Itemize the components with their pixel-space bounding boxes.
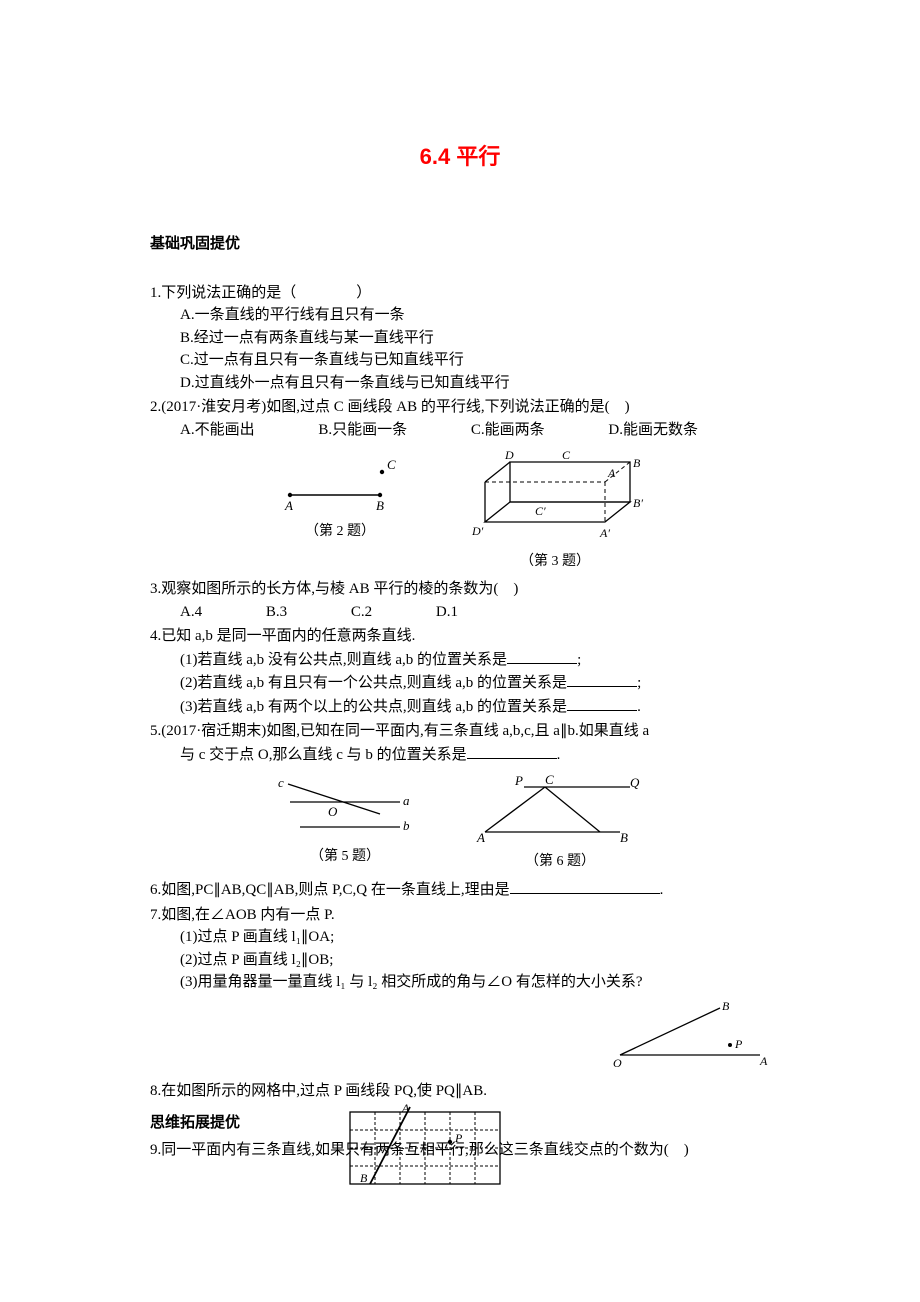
q4-blank-2 xyxy=(567,671,637,687)
q7-stem: 7.如图,在∠AOB 内有一点 P. xyxy=(150,904,770,927)
q4-part1-b: ; xyxy=(577,652,581,668)
label-P-6: P xyxy=(514,773,523,788)
question-3: 3.观察如图所示的长方体,与棱 AB 平行的棱的条数为( ) A.4 B.3 C… xyxy=(150,578,770,623)
figure-row-5-6: a b c O （第 5 题） P C Q A B （第 6 题） xyxy=(150,772,770,872)
label-C: C xyxy=(387,457,396,472)
q5-line2-a: 与 c 交于点 O,那么直线 c 与 b 的位置关系是 xyxy=(180,747,467,763)
label-O-7: O xyxy=(613,1056,622,1070)
figure-6: P C Q A B （第 6 题） xyxy=(470,772,650,872)
label-A-6: A xyxy=(476,830,485,845)
q4-blank-3 xyxy=(567,695,637,711)
label-A-7: A xyxy=(759,1054,768,1068)
question-1: 1.下列说法正确的是（ ） A.一条直线的平行线有且只有一条 B.经过一点有两条… xyxy=(150,282,770,395)
q4-part2-b: ; xyxy=(637,675,641,691)
question-4: 4.已知 a,b 是同一平面内的任意两条直线. (1)若直线 a,b 没有公共点… xyxy=(150,625,770,718)
label-B-6: B xyxy=(620,830,628,845)
figure-6-caption: （第 6 题） xyxy=(470,851,650,872)
q5-line1: 5.(2017·宿迁期末)如图,已知在同一平面内,有三条直线 a,b,c,且 a… xyxy=(150,720,770,743)
figure-3-caption: （第 3 题） xyxy=(460,551,650,572)
q1-option-b: B.经过一点有两条直线与某一直线平行 xyxy=(150,327,770,350)
figure-7: O A B P xyxy=(610,1000,770,1074)
figure-2: A B C （第 2 题） xyxy=(270,447,410,572)
figure-5: a b c O （第 5 题） xyxy=(270,772,420,872)
label-b: b xyxy=(403,818,410,833)
q7-part3: (3)用量角器量一量直线 l₁ 与 l₂ 相交所成的角与∠O 有怎样的大小关系? xyxy=(150,971,770,994)
figure-2-caption: （第 2 题） xyxy=(270,521,410,542)
q4-blank-1 xyxy=(507,648,577,664)
label-P-7: P xyxy=(734,1037,743,1051)
q1-option-a: A.一条直线的平行线有且只有一条 xyxy=(150,304,770,327)
figure-row-2-3: A B C （第 2 题） D C A B D′ C′ xyxy=(150,447,770,572)
label-A-back: A xyxy=(607,466,616,480)
figure-5-caption: （第 5 题） xyxy=(270,846,420,867)
q5-line2-b: . xyxy=(557,747,561,763)
q3-option-b: B.3 xyxy=(266,601,287,624)
q3-option-a: A.4 xyxy=(180,601,202,624)
label-B-8: B xyxy=(360,1171,368,1185)
q3-stem: 3.观察如图所示的长方体,与棱 AB 平行的棱的条数为( ) xyxy=(150,578,770,601)
q6-blank xyxy=(510,878,660,894)
label-A: A xyxy=(284,498,293,513)
label-a: a xyxy=(403,793,410,808)
question-7: 7.如图,在∠AOB 内有一点 P. (1)过点 P 画直线 l₁∥OA; (2… xyxy=(150,904,770,994)
q4-part1-a: (1)若直线 a,b 没有公共点,则直线 a,b 的位置关系是 xyxy=(180,652,507,668)
q6-b: . xyxy=(660,882,664,898)
q3-option-d: D.1 xyxy=(436,601,458,624)
q4-part2-a: (2)若直线 a,b 有且只有一个公共点,则直线 a,b 的位置关系是 xyxy=(180,675,567,691)
question-8: 8.在如图所示的网格中,过点 P 画线段 PQ,使 PQ∥AB. xyxy=(150,1080,770,1103)
section-basic-heading: 基础巩固提优 xyxy=(150,233,770,256)
q1-option-c: C.过一点有且只有一条直线与已知直线平行 xyxy=(150,349,770,372)
q7-part1: (1)过点 P 画直线 l₁∥OA; xyxy=(150,926,770,949)
q2-stem: 2.(2017·淮安月考)如图,过点 C 画线段 AB 的平行线,下列说法正确的… xyxy=(150,396,770,419)
label-Dp: D′ xyxy=(471,524,484,538)
question-5: 5.(2017·宿迁期末)如图,已知在同一平面内,有三条直线 a,b,c,且 a… xyxy=(150,720,770,766)
question-9: 9.同一平面内有三条直线,如果只有两条互相平行,那么这三条直线交点的个数为( ) xyxy=(150,1139,770,1162)
q1-option-d: D.过直线外一点有且只有一条直线与已知直线平行 xyxy=(150,372,770,395)
label-Ap: A′ xyxy=(599,526,610,540)
label-Bp: B′ xyxy=(633,496,643,510)
label-D: D xyxy=(504,448,514,462)
label-B: B xyxy=(376,498,384,513)
figure-3: D C A B D′ C′ A′ B′ （第 3 题） xyxy=(460,447,650,572)
q3-option-c: C.2 xyxy=(351,601,372,624)
label-Cp: C′ xyxy=(535,504,546,518)
q6-a: 6.如图,PC∥AB,QC∥AB,则点 P,C,Q 在一条直线上,理由是 xyxy=(150,882,510,898)
q2-options: A.不能画出 B.只能画一条 C.能画两条 D.能画无数条 xyxy=(150,419,770,442)
section-extend-heading: 思维拓展提优 xyxy=(150,1112,770,1135)
q4-part3-b: . xyxy=(637,699,641,715)
q1-stem: 1.下列说法正确的是（ ） xyxy=(150,282,770,305)
label-O-5: O xyxy=(328,804,338,819)
label-Q-6: Q xyxy=(630,775,640,790)
q4-stem: 4.已知 a,b 是同一平面内的任意两条直线. xyxy=(150,625,770,648)
q3-options: A.4 B.3 C.2 D.1 xyxy=(150,601,770,624)
label-B-7: B xyxy=(722,1000,730,1013)
label-B-top: B xyxy=(633,456,641,470)
question-6: 6.如图,PC∥AB,QC∥AB,则点 P,C,Q 在一条直线上,理由是. xyxy=(150,878,770,902)
chapter-title: 6.4 平行 xyxy=(150,140,770,173)
label-C-6: C xyxy=(545,772,554,787)
q2-option-d: D.能画无数条 xyxy=(608,419,698,442)
q2-option-c: C.能画两条 xyxy=(471,419,545,442)
q5-blank xyxy=(467,743,557,759)
q4-part3-a: (3)若直线 a,b 有两个以上的公共点,则直线 a,b 的位置关系是 xyxy=(180,699,567,715)
question-2: 2.(2017·淮安月考)如图,过点 C 画线段 AB 的平行线,下列说法正确的… xyxy=(150,396,770,441)
label-c: c xyxy=(278,775,284,790)
label-C-top: C xyxy=(562,448,571,462)
q7-part2: (2)过点 P 画直线 l₂∥OB; xyxy=(150,949,770,972)
q2-option-b: B.只能画一条 xyxy=(318,419,407,442)
q2-option-a: A.不能画出 xyxy=(180,419,255,442)
figure-7-wrap: O A B P xyxy=(150,1000,770,1074)
